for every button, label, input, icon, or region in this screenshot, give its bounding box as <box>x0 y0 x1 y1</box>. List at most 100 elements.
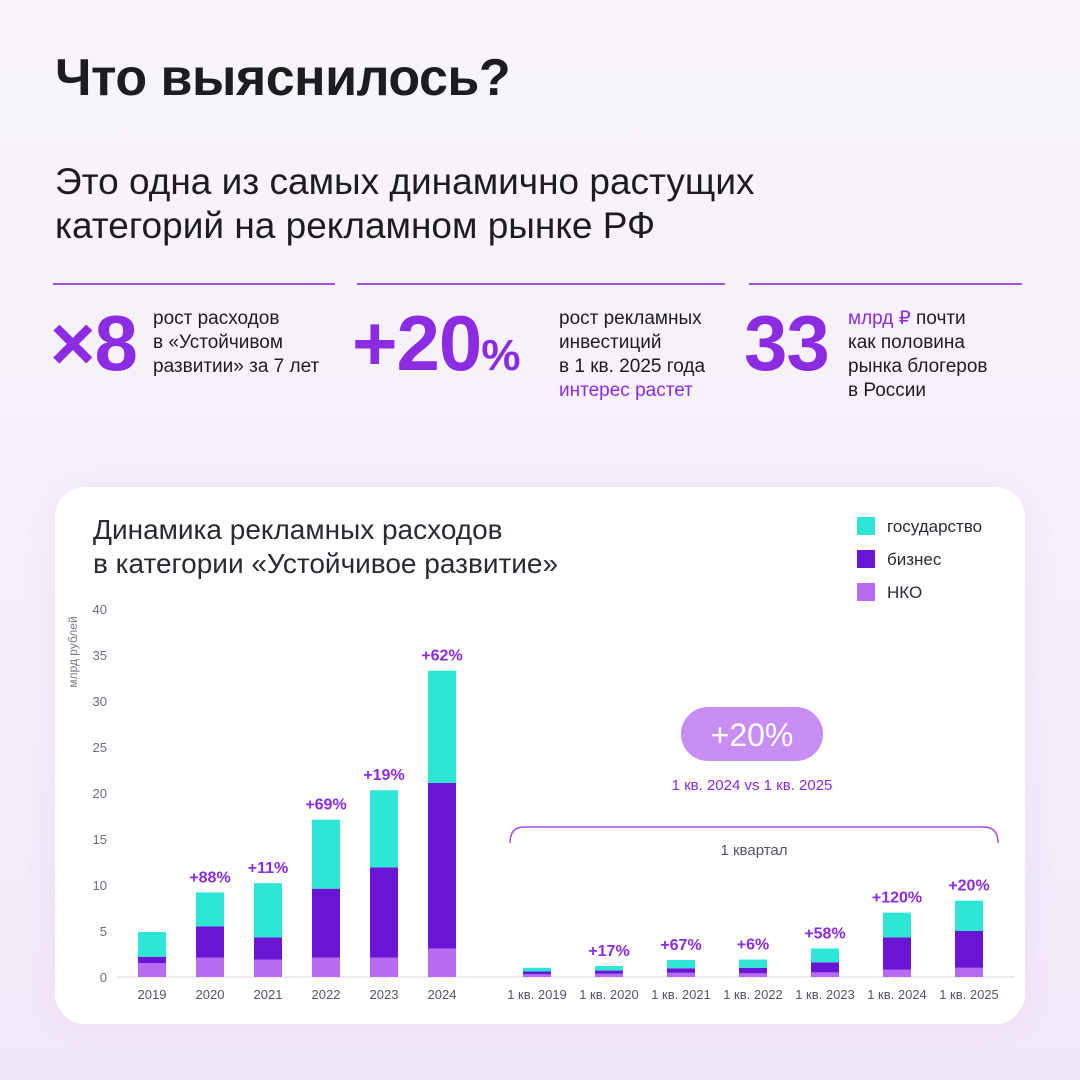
quarter-group-label: 1 квартал <box>720 842 787 859</box>
bar-segment <box>428 670 456 783</box>
x-tick-label: 2019 <box>138 987 167 1002</box>
stat-market-description: млрд ₽ почти как половина рынка блогеров… <box>848 307 988 403</box>
bar-segment <box>667 972 695 977</box>
page-subtitle: Это одна из самых динамично растущих кат… <box>55 160 955 248</box>
stat2-percent-sign: % <box>481 331 520 380</box>
chart-card: Динамика рекламных расходов в категории «… <box>55 487 1025 1024</box>
y-tick-label: 30 <box>93 694 107 709</box>
x-tick-label: 2024 <box>428 987 457 1002</box>
x-tick-label: 1 кв. 2025 <box>939 987 999 1002</box>
quarter-bracket <box>509 826 999 844</box>
bar-segment <box>428 948 456 977</box>
y-tick-label: 35 <box>93 648 107 663</box>
stat2-accent-line: интерес растет <box>559 380 693 401</box>
bar-segment <box>811 948 839 963</box>
bar-segment <box>955 967 983 977</box>
growth-label: +6% <box>737 937 769 954</box>
legend-label-2: НКО <box>887 583 922 602</box>
bar-segment <box>739 959 767 968</box>
y-tick-label: 10 <box>93 878 107 893</box>
x-tick-label: 1 кв. 2024 <box>867 987 927 1002</box>
growth-label: +120% <box>872 890 922 907</box>
stat2-line: в 1 кв. 2025 года <box>559 356 706 377</box>
divider-3 <box>749 283 1022 285</box>
bar-segment <box>523 967 551 972</box>
stat-market-size: 33 <box>744 299 830 387</box>
bar-segment <box>196 926 224 958</box>
x-tick-label: 1 кв. 2020 <box>579 987 639 1002</box>
bar-segment <box>196 892 224 927</box>
x-tick-label: 1 кв. 2023 <box>795 987 855 1002</box>
x-tick-label: 1 кв. 2022 <box>723 987 783 1002</box>
bar-segment <box>196 957 224 977</box>
stat2-line: рост рекламных <box>559 308 702 329</box>
x-tick-label: 2020 <box>196 987 225 1002</box>
bar-segment <box>254 883 282 938</box>
bar-segment <box>370 957 398 977</box>
bar-segment <box>138 956 166 964</box>
bar-segment <box>138 931 166 957</box>
stat1-line: рост расходов <box>153 308 280 329</box>
y-tick-label: 40 <box>93 602 107 617</box>
bar-segment <box>739 967 767 974</box>
bar-segment <box>811 962 839 973</box>
growth-label: +19% <box>363 767 404 784</box>
stat3-line: как половина <box>848 332 965 353</box>
stat-investment-description: рост рекламных инвестиций в 1 кв. 2025 г… <box>559 307 705 403</box>
bar-segment <box>667 959 695 969</box>
bar-segment <box>254 937 282 960</box>
y-tick-label: 25 <box>93 740 107 755</box>
stat3-line: млрд ₽ почти <box>848 307 988 331</box>
bar-segment <box>370 790 398 868</box>
legend-swatch-0 <box>857 517 875 535</box>
bar-segment <box>811 972 839 977</box>
growth-label: +58% <box>804 925 845 942</box>
x-tick-label: 1 кв. 2019 <box>507 987 567 1002</box>
growth-label: +69% <box>305 797 346 814</box>
stat-investment-growth: +20% <box>352 299 520 399</box>
bar-segment <box>370 867 398 958</box>
bar-segment <box>312 957 340 977</box>
bar-segment <box>523 971 551 975</box>
divider-1 <box>53 283 335 285</box>
growth-label: +88% <box>189 869 230 886</box>
growth-label: +62% <box>421 648 462 665</box>
bar-segment <box>883 937 911 970</box>
x-tick-label: 2021 <box>254 987 283 1002</box>
y-tick-label: 20 <box>93 786 107 801</box>
bar-segment <box>883 912 911 938</box>
page-title: Что выяснилось? <box>55 49 511 107</box>
callout-pill <box>681 707 823 761</box>
y-tick-label: 0 <box>100 970 107 985</box>
stat2-number: +20 <box>352 299 482 387</box>
chart-title-line-2: в категории «Устойчивое развитие» <box>93 548 558 579</box>
bar-segment <box>312 819 340 889</box>
stat3-line: в России <box>848 380 927 401</box>
bar-segment <box>138 963 166 977</box>
stat-growth-multiplier: ×8 <box>50 299 138 387</box>
subtitle-line-2: категорий на рекламном рынке РФ <box>55 205 656 246</box>
bar-segment <box>312 888 340 958</box>
stat3-line: рынка блогеров <box>848 356 988 377</box>
bar-segment <box>523 974 551 977</box>
x-tick-label: 2022 <box>312 987 341 1002</box>
bar-segment <box>883 969 911 977</box>
y-tick-label: 15 <box>93 832 107 847</box>
growth-label: +20% <box>948 878 989 895</box>
legend-label-0: государство <box>887 517 982 536</box>
legend-swatch-2 <box>857 583 875 601</box>
growth-label: +17% <box>588 943 629 960</box>
bar-segment <box>955 931 983 968</box>
stat-growth-description: рост расходов в «Устойчивом развитии» за… <box>153 307 319 379</box>
bar-segment <box>254 959 282 977</box>
legend-swatch-1 <box>857 550 875 568</box>
divider-2 <box>357 283 725 285</box>
bar-segment <box>739 973 767 977</box>
growth-label: +11% <box>248 860 288 877</box>
x-tick-label: 2023 <box>370 987 399 1002</box>
bar-segment <box>955 900 983 931</box>
stat3-first-rest: почти <box>910 308 966 329</box>
y-axis-label: млрд рублей <box>66 616 80 687</box>
bar-segment <box>595 970 623 974</box>
